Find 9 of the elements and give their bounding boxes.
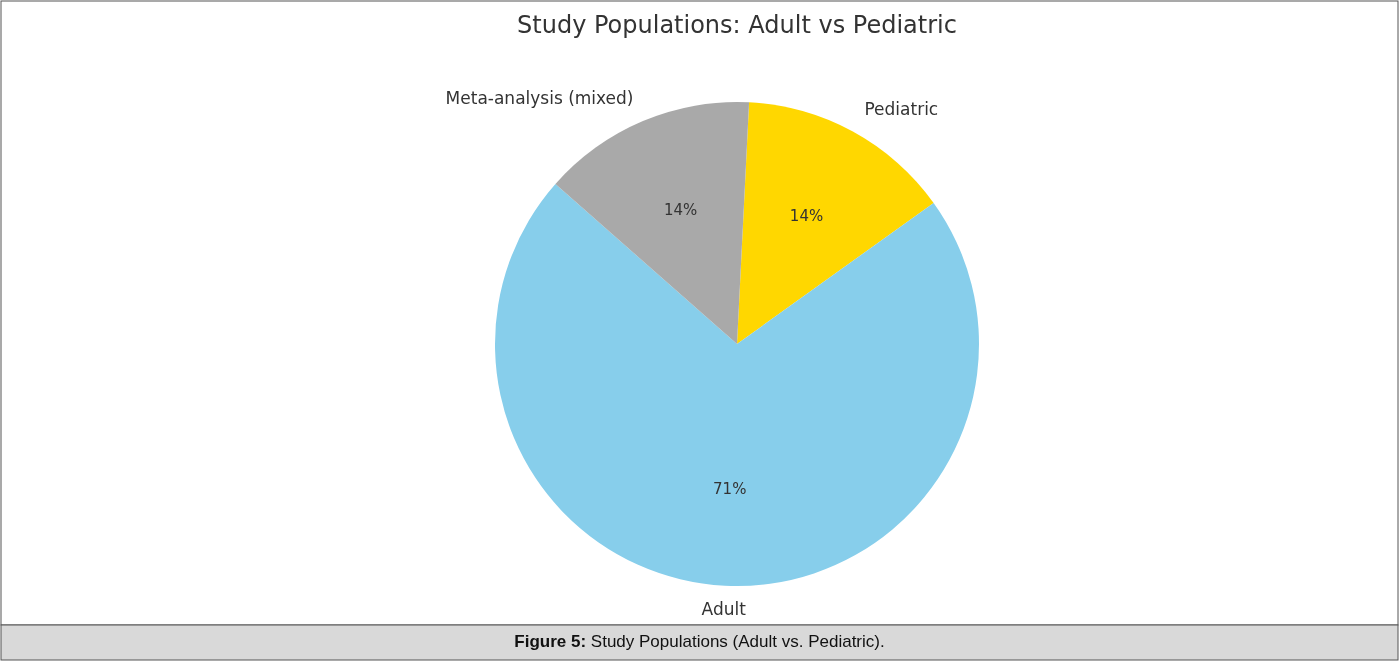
- data-label: 14%: [789, 207, 824, 226]
- pie-slice: [495, 184, 979, 586]
- data-label: 14%: [663, 200, 698, 219]
- chart-title: Study Populations: Adult vs Pediatric: [517, 11, 957, 39]
- slice-label: Pediatric: [864, 99, 939, 120]
- slice-label: Adult: [701, 598, 747, 619]
- data-label: 71%: [713, 479, 747, 498]
- caption: Figure 5: Study Populations (Adult vs. Pediatric).: [514, 632, 885, 652]
- slice-label: Meta-analysis (mixed): [445, 87, 634, 108]
